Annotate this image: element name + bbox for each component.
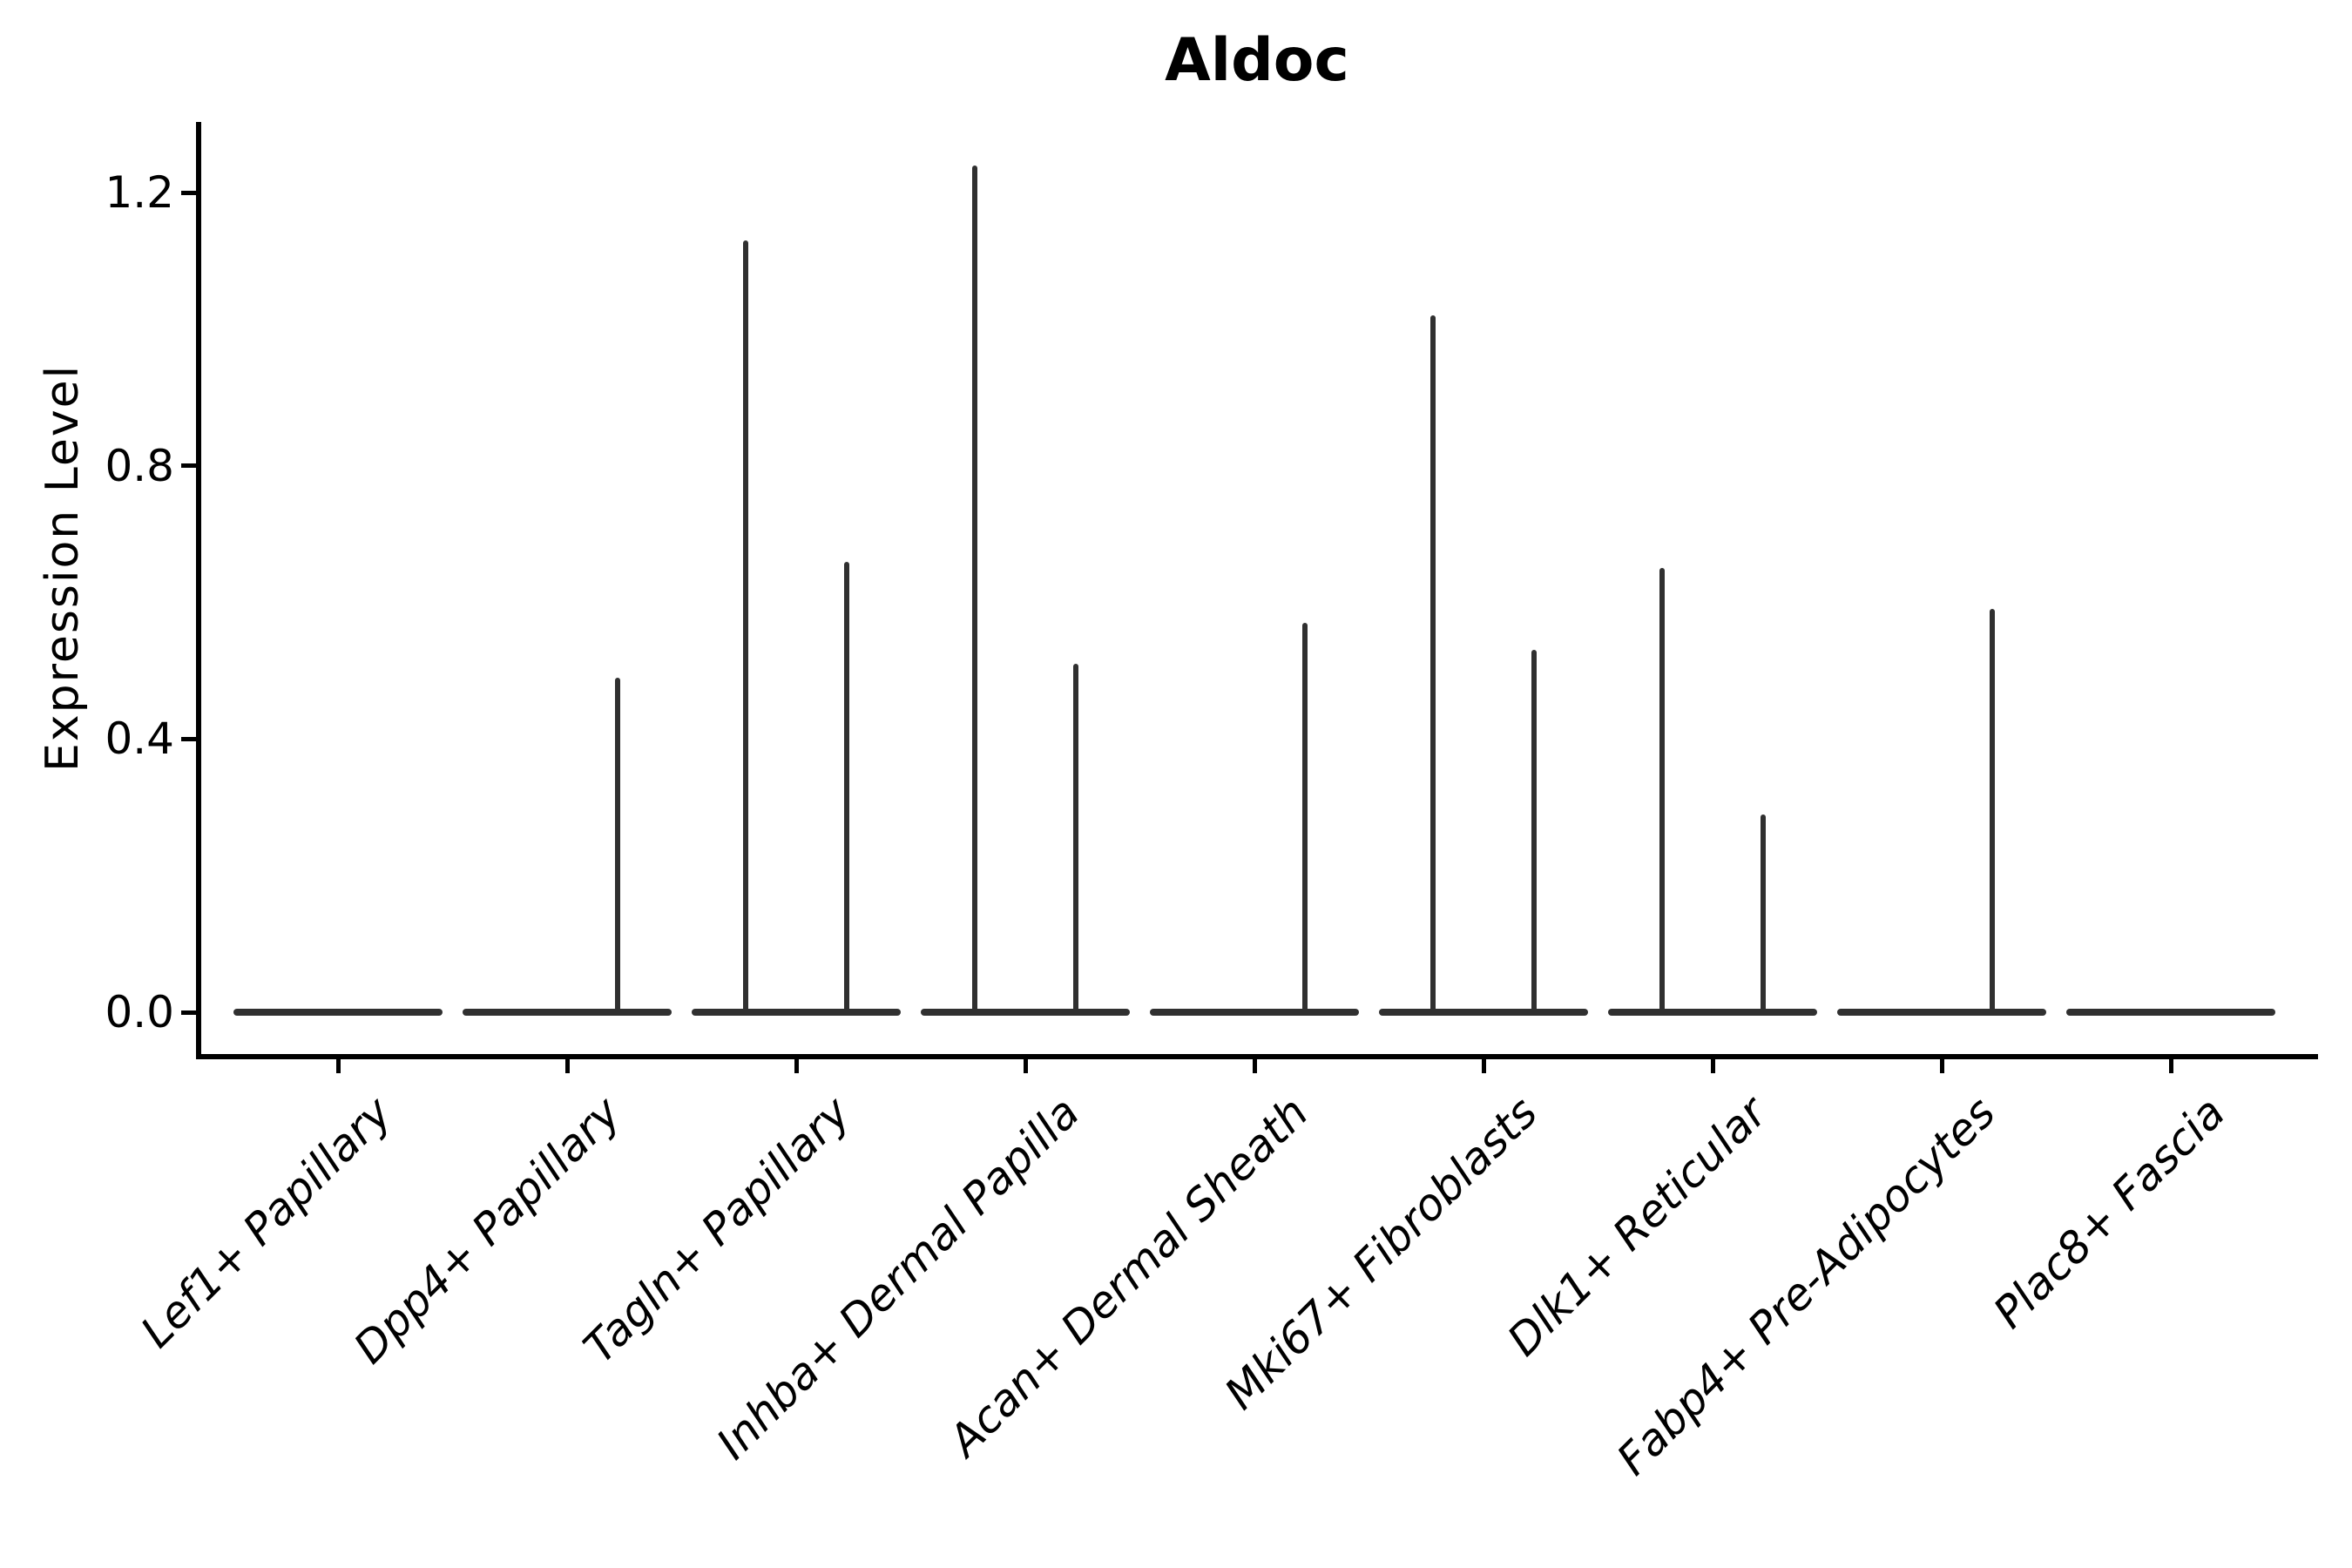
x-tick-mark [564, 1059, 570, 1073]
x-tick-label: Plac8+ Fascia [1984, 1087, 2235, 1338]
x-tick-mark [335, 1059, 341, 1073]
x-tick-mark [1023, 1059, 1028, 1073]
violin-spike [615, 677, 620, 1016]
y-tick-label: 0.0 [105, 987, 174, 1037]
y-tick-label: 1.2 [105, 167, 174, 219]
violin-spike [1531, 650, 1537, 1016]
y-axis-line [196, 122, 201, 1059]
violin-spike [743, 240, 748, 1016]
violin-body [2167, 1009, 2275, 1016]
violin-body [1150, 1009, 1258, 1016]
y-tick-mark [181, 463, 197, 469]
x-tick-label: Lef1+ Papillary [131, 1087, 402, 1358]
x-tick-label: Inhba+ Dermal Papilla [706, 1087, 1090, 1470]
chart-title: Aldoc [1165, 26, 1349, 95]
violin-body [2066, 1009, 2174, 1016]
violin-body [463, 1009, 571, 1016]
y-tick-mark [181, 736, 197, 741]
violin-spike [1073, 664, 1078, 1016]
y-tick-label: 0.4 [105, 713, 174, 765]
x-tick-mark [1252, 1059, 1257, 1073]
x-tick-mark [2168, 1059, 2173, 1073]
x-tick-mark [1481, 1059, 1486, 1073]
x-tick-mark [1710, 1059, 1715, 1073]
y-tick-mark [181, 1010, 197, 1015]
violin-spike [1659, 568, 1665, 1016]
violin-spike [1302, 623, 1308, 1016]
y-tick-label: 0.8 [105, 440, 174, 491]
x-tick-mark [1939, 1059, 1944, 1073]
violin-body [335, 1009, 443, 1016]
x-tick-label: Fabp4+ Pre-Adipocytes [1607, 1087, 2006, 1485]
violin-spike [1761, 814, 1766, 1016]
x-axis-line [196, 1054, 2318, 1059]
y-axis-title: Expression Level [37, 363, 89, 773]
x-tick-mark [794, 1059, 799, 1073]
y-tick-mark [181, 190, 197, 195]
violin-spike [844, 561, 849, 1016]
violin-body [233, 1009, 341, 1016]
violin-body [1837, 1009, 1945, 1016]
violin-spike [972, 165, 977, 1016]
violin-spike [1990, 609, 1995, 1016]
violin-spike [1430, 315, 1436, 1016]
